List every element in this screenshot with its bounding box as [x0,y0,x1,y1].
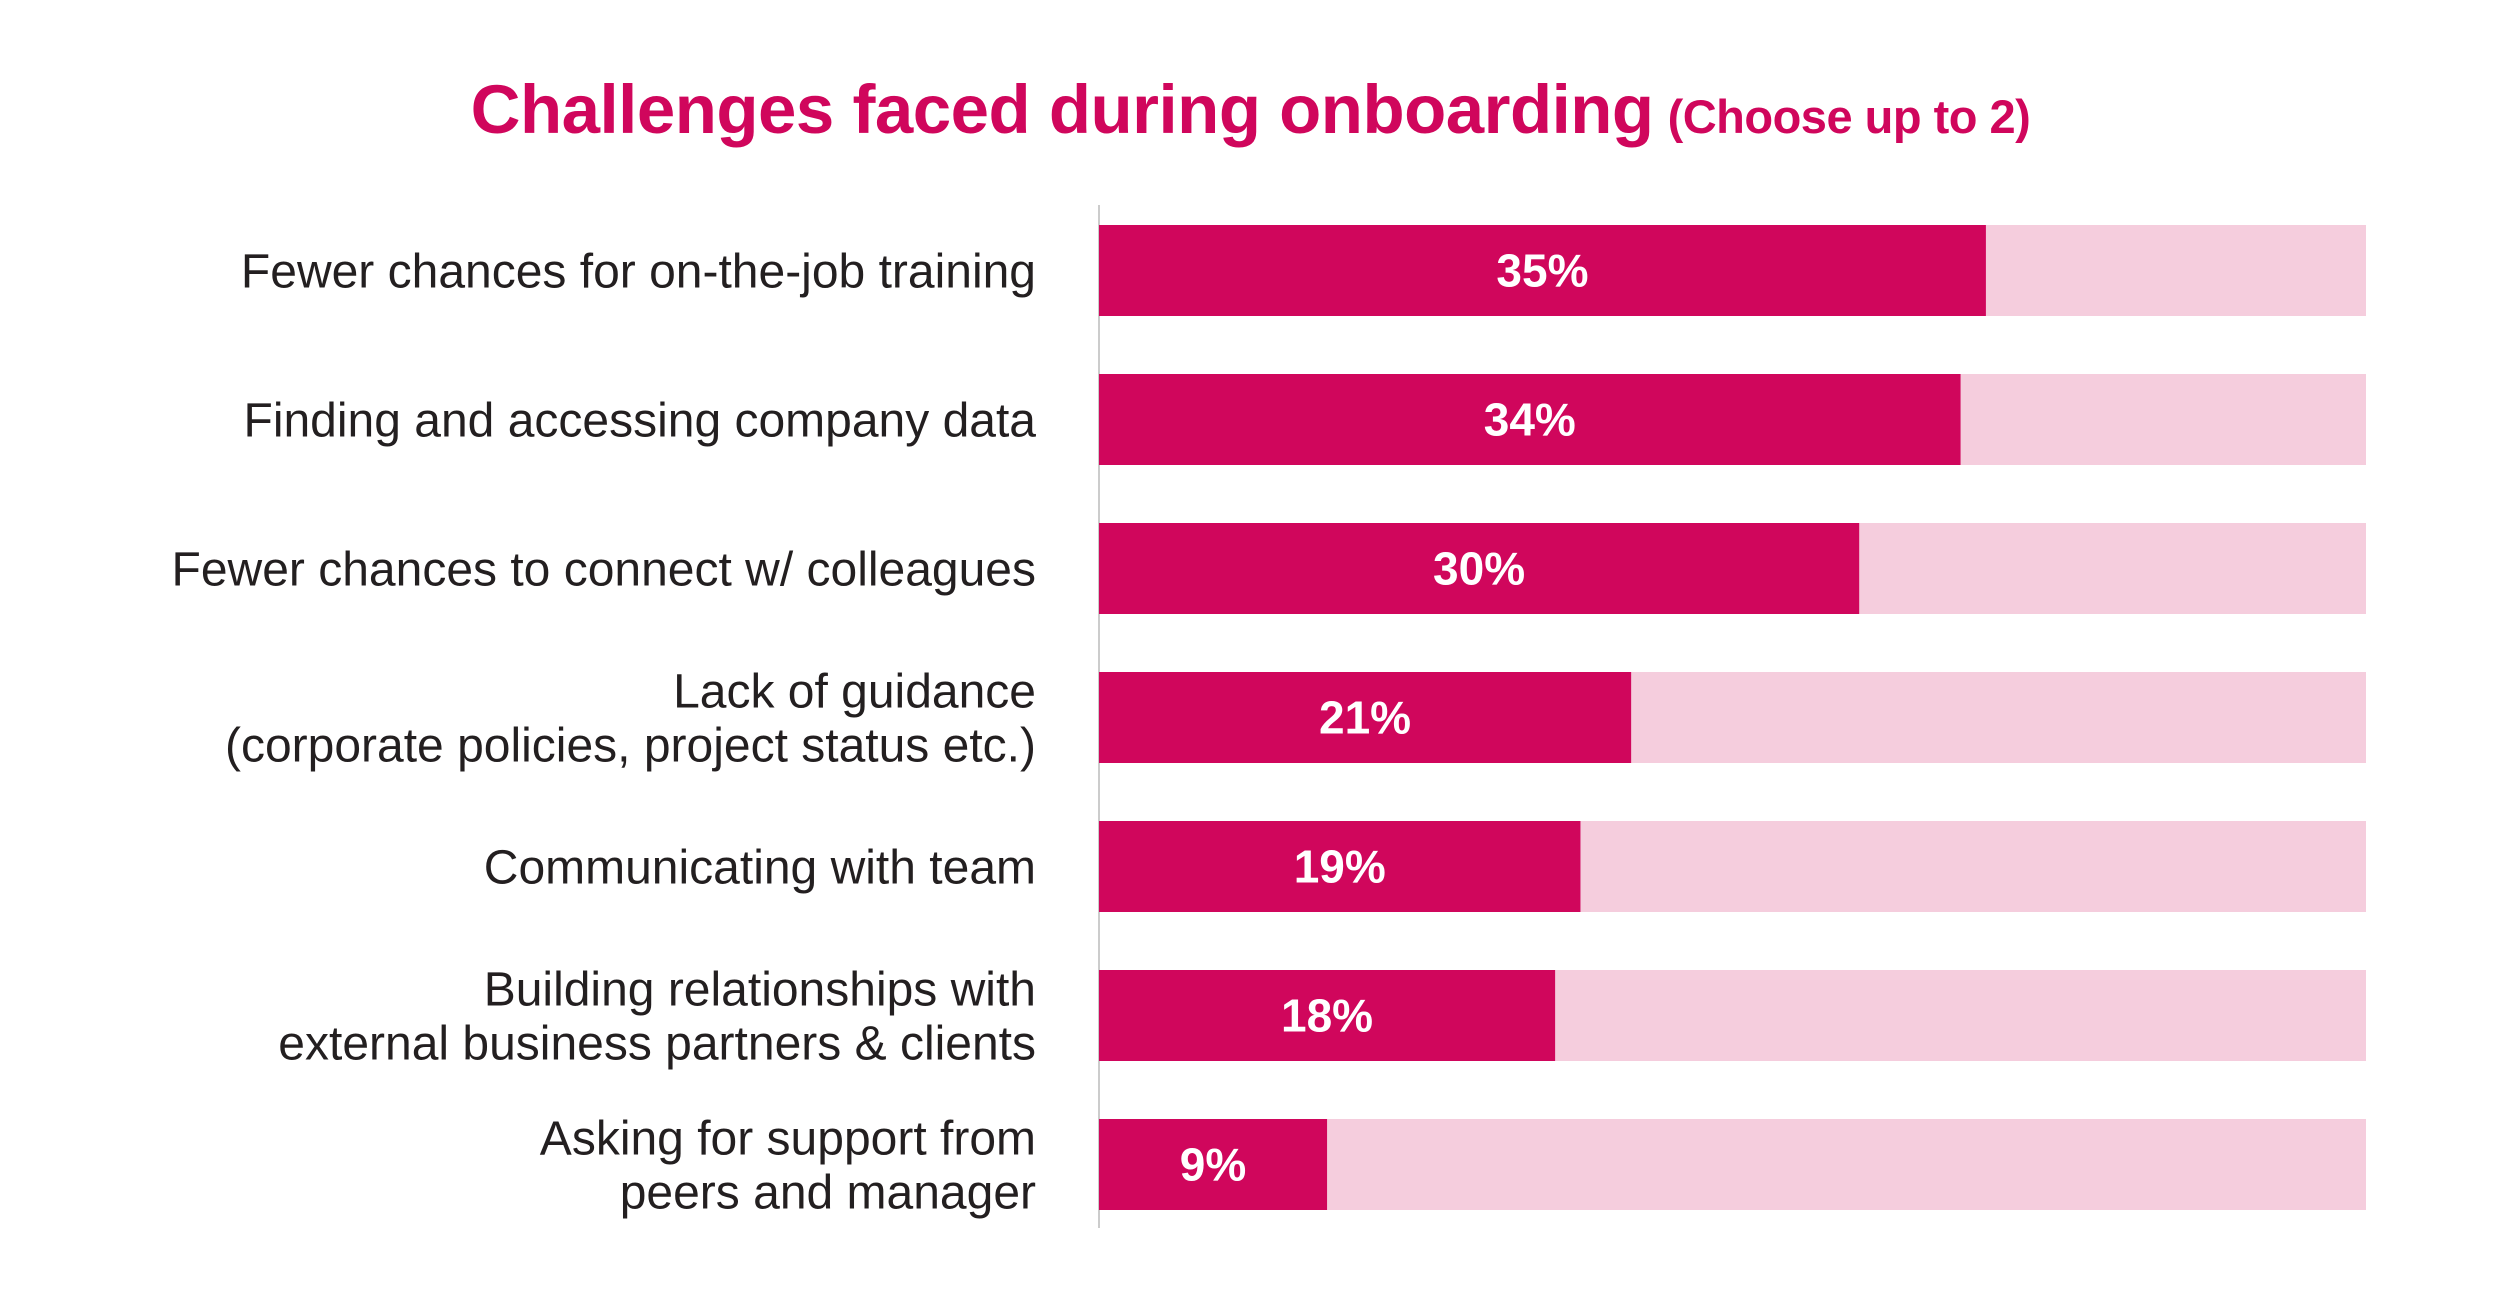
bar [1099,970,1556,1061]
chart-subtitle: (Choose up to 2) [1667,90,2031,143]
bar [1099,225,1986,316]
category-label: (corporate policies, project status etc.… [225,720,1036,773]
bar-value-label: 18% [1281,990,1373,1042]
bar-value-label: 21% [1319,692,1411,744]
category-label: external business partners & clients [278,1018,1036,1071]
bar-value-label: 30% [1433,543,1525,595]
category-label: Communicating with team [484,842,1036,895]
category-label: Asking for support from [540,1113,1036,1166]
category-label: Lack of guidance [673,666,1036,719]
category-label: Finding and accessing company data [244,395,1037,448]
category-label: Fewer chances to connect w/ colleagues [172,544,1036,597]
bar-value-label: 9% [1180,1139,1246,1191]
bar [1099,821,1581,912]
bar [1099,374,1961,465]
category-label: Fewer chances for on-the-job training [241,246,1036,299]
bar-value-label: 35% [1496,245,1588,297]
bar-value-label: 34% [1484,394,1576,446]
chart-title: Challenges faced during onboarding (Choos… [0,70,2501,149]
chart-title-main: Challenges faced during onboarding [470,71,1654,148]
category-label: peers and manager [620,1167,1036,1220]
bar [1099,1119,1328,1210]
category-label: Building relationships with [484,964,1036,1017]
bar [1099,523,1860,614]
bar [1099,672,1632,763]
bar-value-label: 19% [1294,841,1386,893]
